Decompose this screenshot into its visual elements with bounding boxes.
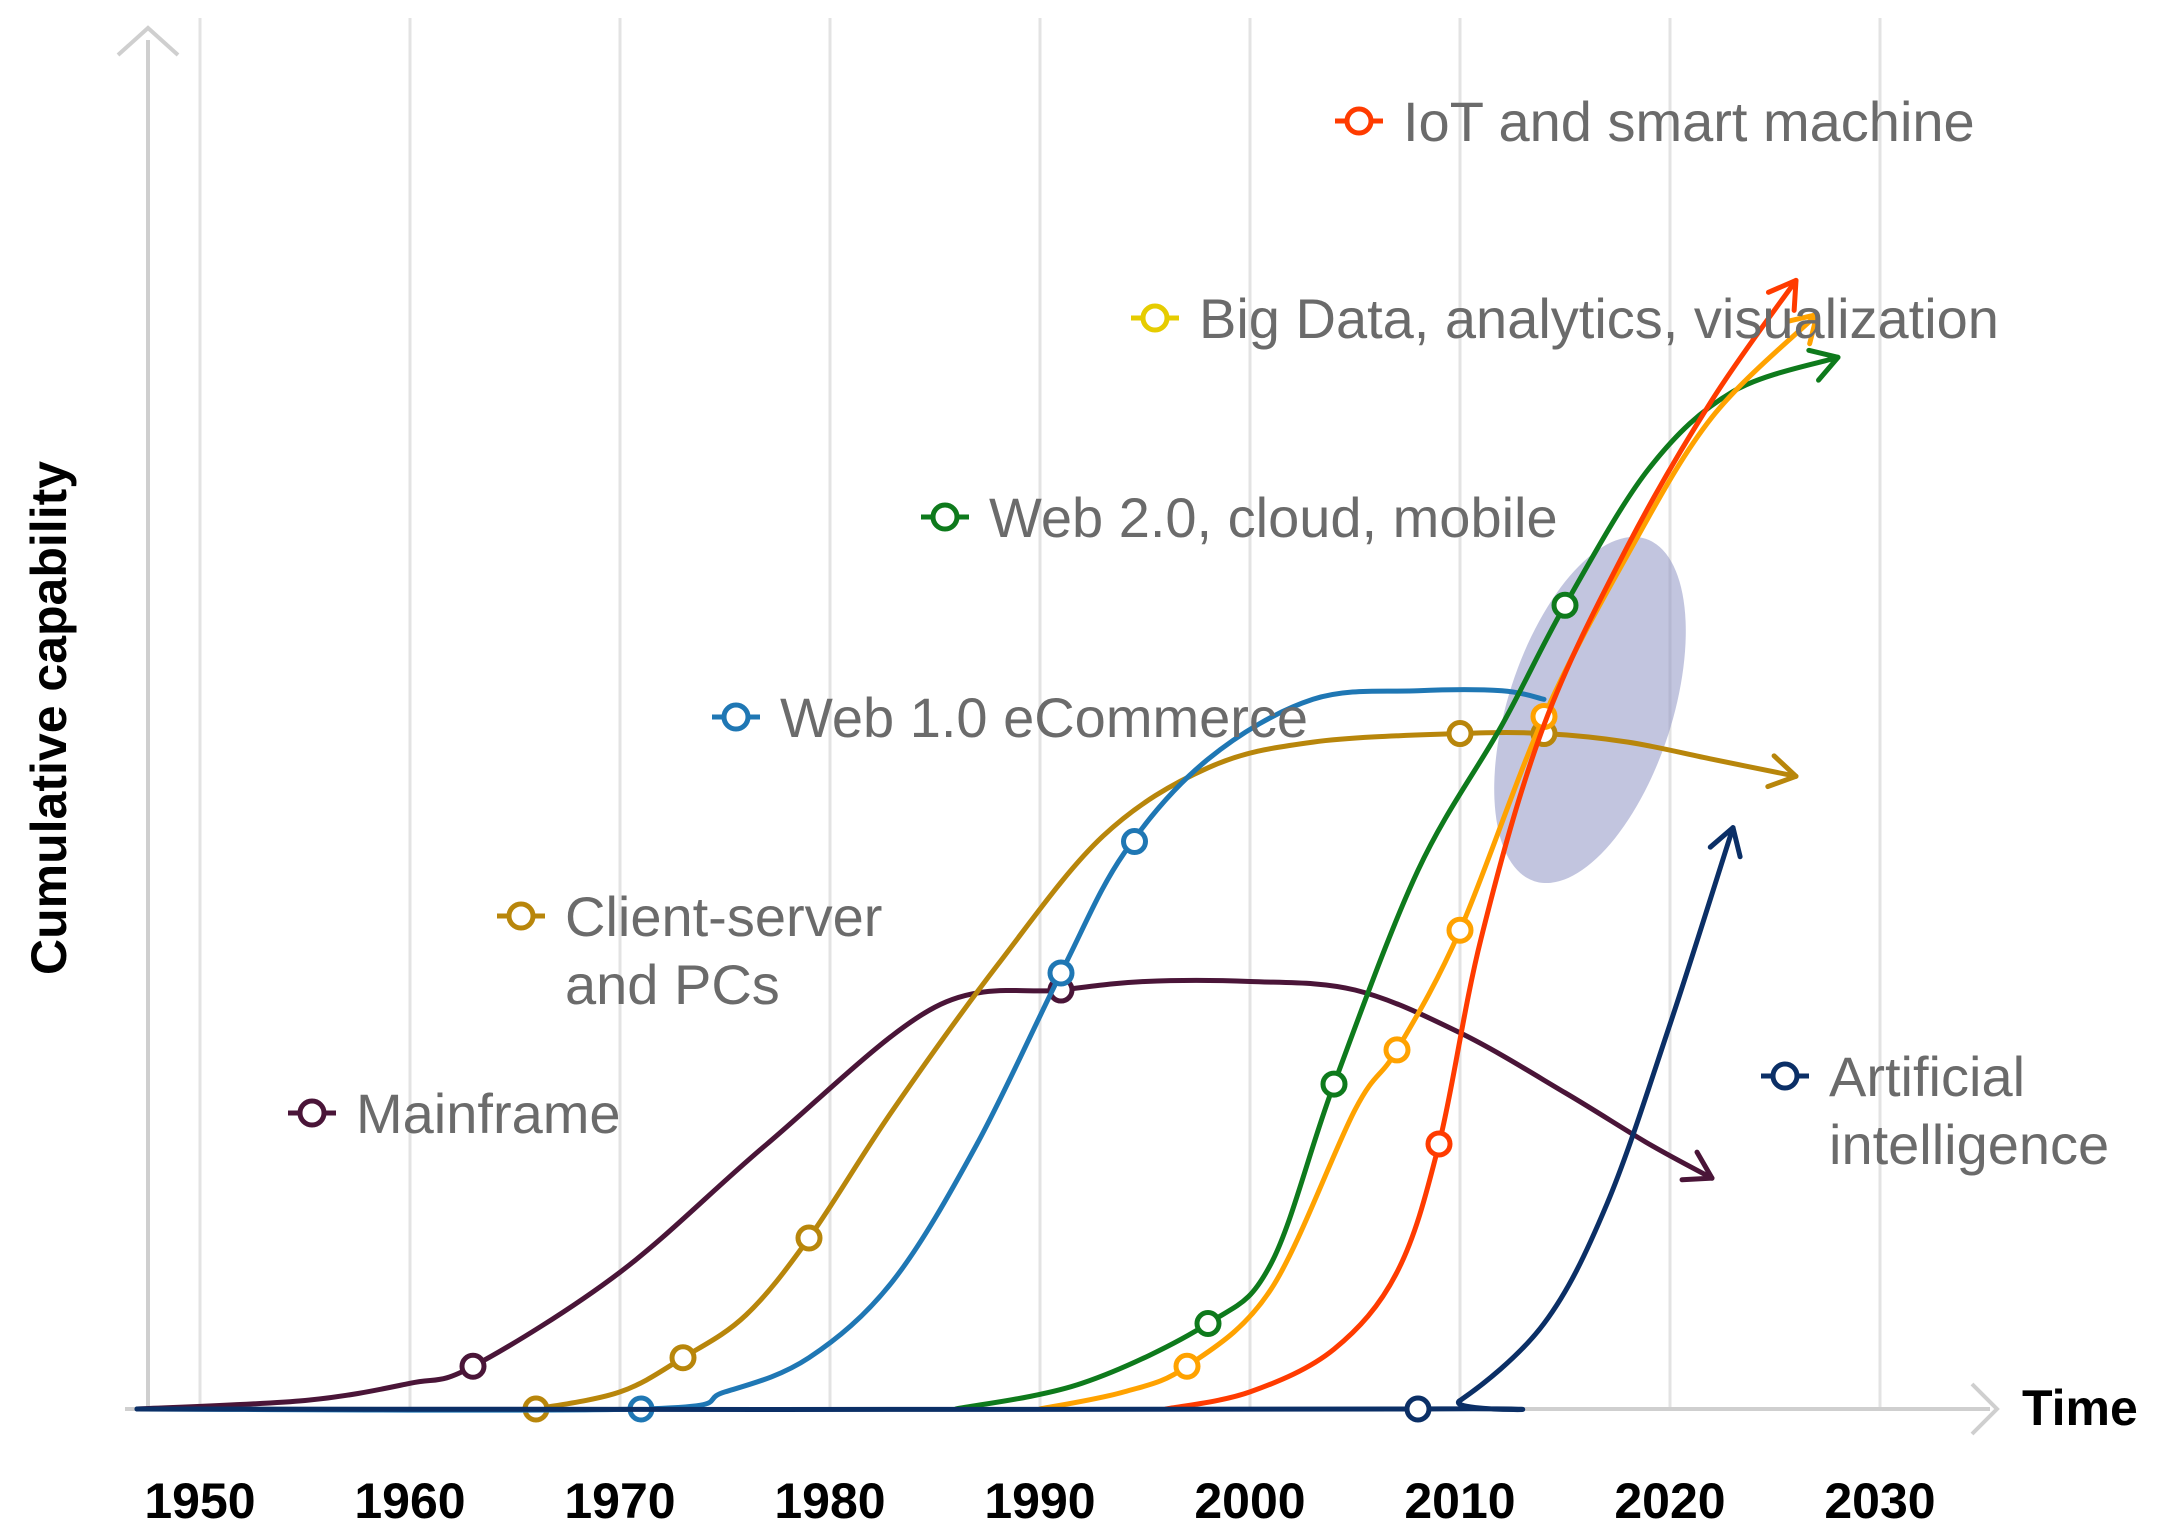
series-artificial-intelligence <box>134 825 1743 1423</box>
legend-marker <box>721 702 751 732</box>
series-line-client-server-and-pcs <box>533 729 1799 1412</box>
series-line-web-2-0-cloud-mobile <box>953 354 1841 1412</box>
legend-marker <box>506 901 536 931</box>
legend-item-iot-and-smart-machine: IoT and smart machine <box>1335 90 1975 153</box>
data-marker-client-server-and-pcs <box>1446 720 1474 748</box>
legend-marker <box>297 1098 327 1128</box>
data-marker-web-2-0-cloud-mobile <box>1194 1310 1222 1337</box>
series-line-big-data-analytics-visualization <box>1037 312 1820 1412</box>
legend-label: and PCs <box>565 953 780 1016</box>
y-axis-arrow <box>116 25 180 57</box>
series-arrowhead-mainframe <box>1679 1149 1715 1183</box>
x-tick-label-2030: 2030 <box>1824 1473 1935 1529</box>
series-line-iot-and-smart-machine <box>1163 277 1799 1412</box>
x-tick-label-2020: 2020 <box>1614 1473 1725 1529</box>
legend-marker <box>1344 106 1374 136</box>
x-tick-label-2000: 2000 <box>1194 1473 1305 1529</box>
series-arrowhead-artificial-intelligence <box>1707 825 1743 860</box>
data-marker-web-1-0-ecommerce <box>1121 827 1148 855</box>
legend-label: Mainframe <box>356 1082 621 1145</box>
x-tick-label-1980: 1980 <box>774 1473 885 1529</box>
series-arrowhead-client-server-and-pcs <box>1765 753 1799 790</box>
legend-item-big-data-analytics-visualization: Big Data, analytics, visualization <box>1131 287 1999 350</box>
data-marker-iot-and-smart-machine <box>1425 1130 1453 1158</box>
legend-marker <box>1770 1061 1800 1091</box>
data-marker-big-data-analytics-visualization <box>1446 916 1474 944</box>
legend-label: Artificial <box>1829 1045 2025 1108</box>
legend-label: IoT and smart machine <box>1403 90 1975 153</box>
series-client-server-and-pcs <box>522 720 1799 1423</box>
y-axis-title: Cumulative capability <box>21 461 77 975</box>
x-tick-label-1960: 1960 <box>354 1473 465 1529</box>
series-mainframe <box>134 976 1715 1412</box>
series-arrowhead-big-data-analytics-visualization <box>1785 312 1820 347</box>
legend-marker <box>1140 303 1170 333</box>
x-tick-label-2010: 2010 <box>1404 1473 1515 1529</box>
data-marker-web-2-0-cloud-mobile <box>1551 591 1579 619</box>
series-web-2-0-cloud-mobile <box>953 347 1841 1412</box>
data-marker-client-server-and-pcs <box>795 1224 823 1252</box>
series-line-artificial-intelligence <box>134 825 1736 1413</box>
data-marker-mainframe <box>459 1352 487 1380</box>
x-tick-label-1990: 1990 <box>984 1473 1095 1529</box>
legend-marker <box>930 502 960 532</box>
data-marker-client-server-and-pcs <box>669 1344 697 1372</box>
convergence-highlight <box>1494 536 1686 884</box>
x-tick-label-1970: 1970 <box>564 1473 675 1529</box>
x-axis-title: Time <box>2022 1380 2138 1436</box>
legend-item-web-1-0-ecommerce: Web 1.0 eCommerce <box>712 686 1308 749</box>
data-marker-artificial-intelligence <box>1404 1395 1432 1423</box>
data-marker-big-data-analytics-visualization <box>1173 1352 1201 1380</box>
legend-label: Client-server <box>565 885 882 948</box>
legend-item-mainframe: Mainframe <box>288 1082 621 1145</box>
series-big-data-analytics-visualization <box>1037 312 1820 1412</box>
legend-label: intelligence <box>1829 1113 2109 1176</box>
series-web-1-0-ecommerce <box>134 687 1547 1423</box>
data-marker-web-2-0-cloud-mobile <box>1320 1070 1348 1098</box>
series-layer <box>134 277 1841 1423</box>
x-tick-label-1950: 1950 <box>144 1473 255 1529</box>
series-arrowhead-web-2-0-cloud-mobile <box>1806 347 1841 383</box>
x-axis-arrow <box>1970 1382 2000 1436</box>
data-marker-web-1-0-ecommerce <box>1047 959 1075 987</box>
legend-label: Big Data, analytics, visualization <box>1199 287 1999 350</box>
series-arrowhead-iot-and-smart-machine <box>1765 277 1799 313</box>
legend-item-web-2-0-cloud-mobile: Web 2.0, cloud, mobile <box>921 486 1558 549</box>
series-line-web-1-0-ecommerce <box>134 687 1547 1413</box>
data-marker-big-data-analytics-visualization <box>1383 1036 1411 1064</box>
series-line-mainframe <box>134 977 1715 1412</box>
series-iot-and-smart-machine <box>1163 277 1799 1412</box>
grid-lines <box>198 18 1882 1409</box>
x-tick-labels: 1950 1960 1970 1980 1990 2000 2010 2020 2030 <box>144 1473 1935 1529</box>
legend-label: Web 2.0, cloud, mobile <box>989 486 1558 549</box>
legend-label: Web 1.0 eCommerce <box>780 686 1308 749</box>
